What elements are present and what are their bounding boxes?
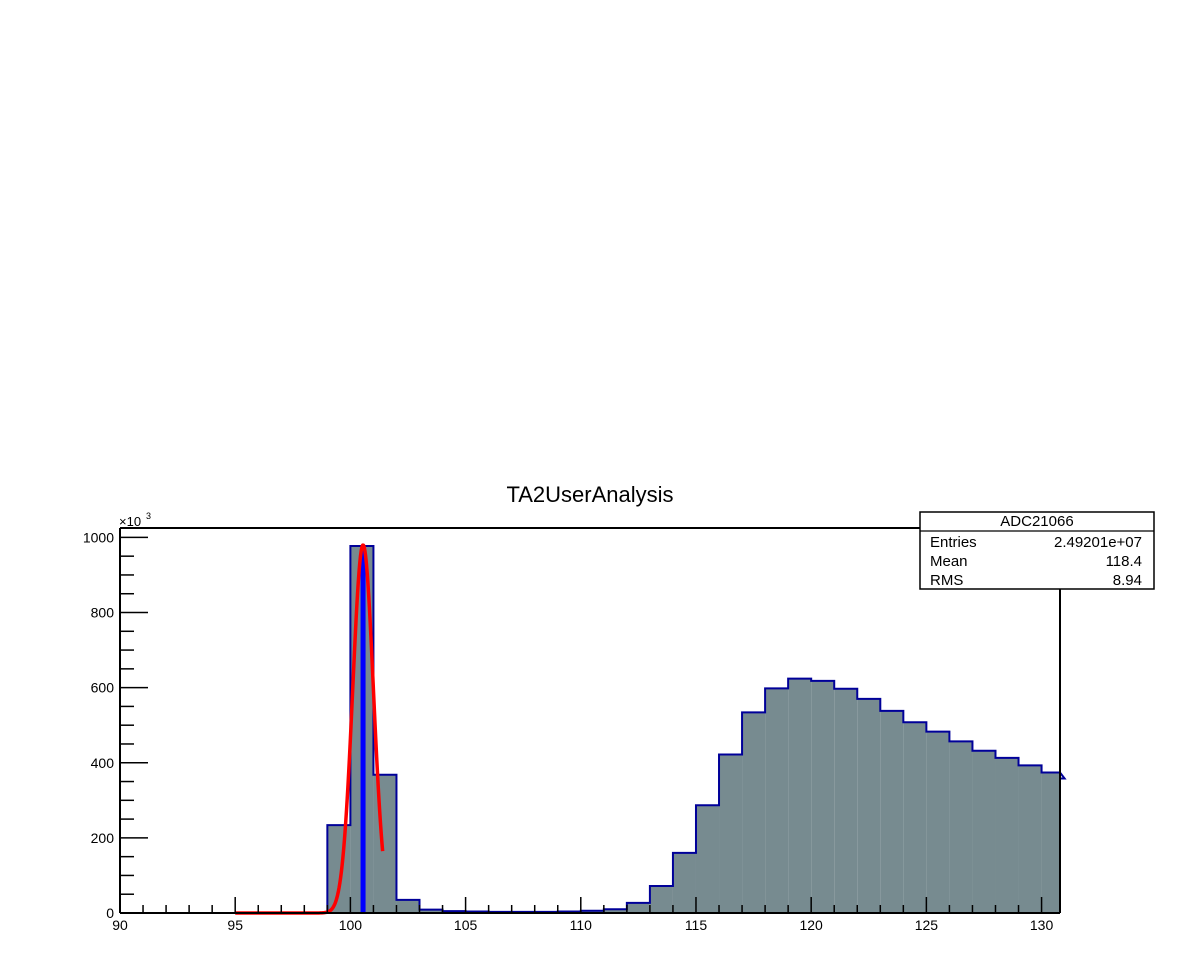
histogram-bin — [857, 698, 881, 913]
x-tick-label: 95 — [227, 917, 243, 933]
histogram-bars — [120, 545, 1067, 914]
x-tick-label: 100 — [339, 917, 363, 933]
y-multiplier-exponent: 3 — [146, 511, 151, 521]
histogram-bin — [926, 731, 950, 913]
histogram-bin — [603, 909, 627, 913]
histogram-bin — [742, 712, 766, 913]
histogram-bin — [834, 688, 858, 913]
histogram-bin — [626, 902, 650, 913]
histogram-bin — [396, 899, 420, 913]
y-multiplier-label: ×10 — [119, 514, 141, 529]
y-axis-multiplier: ×10 3 — [119, 511, 151, 529]
plot-area: 90 95 100 105 110 115 120 125 130 0 200 400 600 800 1… — [83, 527, 1067, 933]
histogram-bin — [765, 688, 789, 913]
histogram-bin — [719, 754, 743, 913]
x-tick-label: 130 — [1030, 917, 1054, 933]
stats-entries-label: Entries — [930, 534, 977, 551]
x-tick-label: 110 — [570, 917, 593, 933]
stats-rms-value: 8.94 — [1113, 572, 1142, 589]
stats-mean-label: Mean — [930, 553, 968, 570]
histogram-bin — [649, 885, 673, 913]
chart-title: TA2UserAnalysis — [506, 482, 673, 507]
stats-box-name: ADC21066 — [1000, 513, 1073, 530]
y-tick-label: 0 — [106, 905, 114, 921]
y-tick-label: 800 — [91, 605, 115, 621]
histogram-bin — [972, 750, 996, 913]
x-tick-label: 125 — [915, 917, 939, 933]
stats-box-frame — [919, 511, 1155, 590]
stats-mean-value: 118.4 — [1106, 553, 1142, 570]
histogram-bin — [373, 774, 397, 913]
stats-rms-label: RMS — [930, 572, 963, 589]
histogram-bin — [1041, 772, 1060, 913]
histogram-bin — [788, 678, 812, 913]
y-tick-label: 600 — [91, 680, 115, 696]
histogram-bin — [327, 825, 351, 913]
histogram-bin — [672, 852, 696, 913]
histogram-bin — [580, 910, 604, 913]
histogram-bin — [1018, 765, 1042, 913]
histogram-bin — [695, 805, 720, 913]
x-tick-label: 90 — [112, 917, 128, 933]
x-tick-label: 105 — [454, 917, 478, 933]
histogram-bin — [880, 710, 904, 913]
x-tick-label: 115 — [685, 917, 708, 933]
y-axis: 0 200 400 600 800 1000 — [83, 529, 148, 921]
histogram-bin — [949, 741, 973, 913]
histogram-bin — [903, 722, 927, 913]
y-tick-label: 200 — [91, 830, 115, 846]
histogram-bin — [995, 757, 1019, 913]
y-tick-label: 1000 — [83, 529, 114, 545]
histogram-bin — [811, 680, 835, 913]
stats-box: ADC21066 Entries 2.49201e+07 Mean 118.4 … — [919, 511, 1155, 590]
x-tick-label: 120 — [799, 917, 823, 933]
x-axis: 90 95 100 105 110 115 120 125 130 — [112, 897, 1053, 933]
stats-entries-value: 2.49201e+07 — [1054, 534, 1142, 551]
y-tick-label: 400 — [91, 755, 115, 771]
histogram-bin — [419, 909, 443, 913]
